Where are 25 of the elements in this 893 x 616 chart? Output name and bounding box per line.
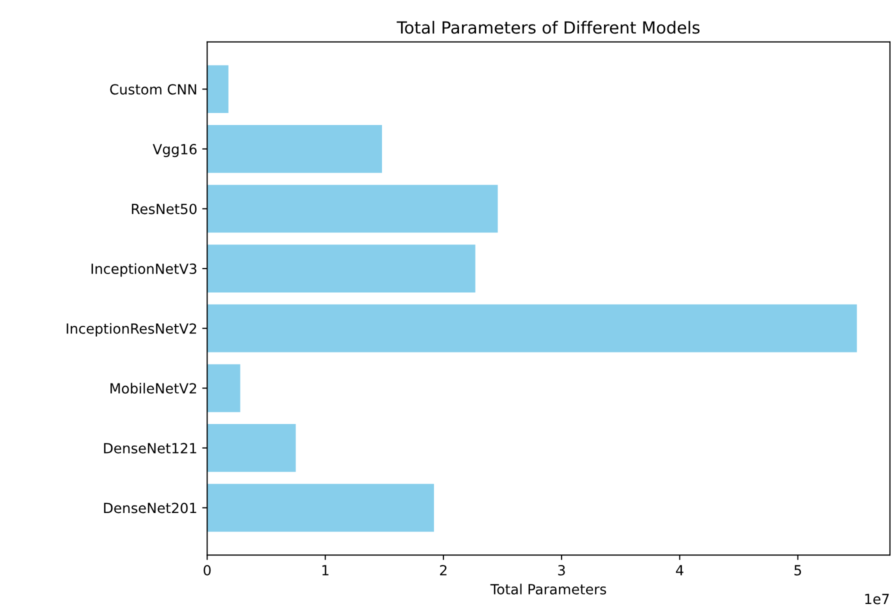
- x-tick-label: 5: [794, 565, 802, 576]
- bar: [207, 65, 228, 114]
- y-tick-label: Custom CNN: [110, 84, 196, 95]
- text: 1e7: [865, 594, 889, 604]
- bar: [207, 484, 434, 532]
- y-tick-label: InceptionResNetV2: [66, 323, 196, 337]
- bar: [207, 304, 857, 352]
- x-tick-label: 4: [676, 565, 684, 576]
- bar: [207, 364, 240, 412]
- x-tick-label: 3: [558, 564, 565, 576]
- x-tick-label: 0: [204, 564, 211, 576]
- y-tick-label: Vgg16: [152, 144, 197, 158]
- chart-title: Total Parameters of Different Models: [396, 20, 700, 34]
- y-tick-label: DenseNet121: [104, 442, 196, 454]
- y-tick-label: DenseNet201: [104, 502, 196, 514]
- bar: [207, 424, 296, 472]
- x-axis-title: Total Parameters: [490, 584, 606, 594]
- bar: [207, 125, 382, 173]
- y-tick-label: MobileNetV2: [110, 382, 196, 394]
- bar: [207, 184, 498, 233]
- y-tick-label: ResNet50: [132, 204, 197, 214]
- y-tick-label: InceptionNetV3: [92, 263, 196, 277]
- x-tick-label: 1: [322, 565, 328, 576]
- x-tick-label: 2: [440, 564, 446, 576]
- bar: [207, 244, 476, 292]
